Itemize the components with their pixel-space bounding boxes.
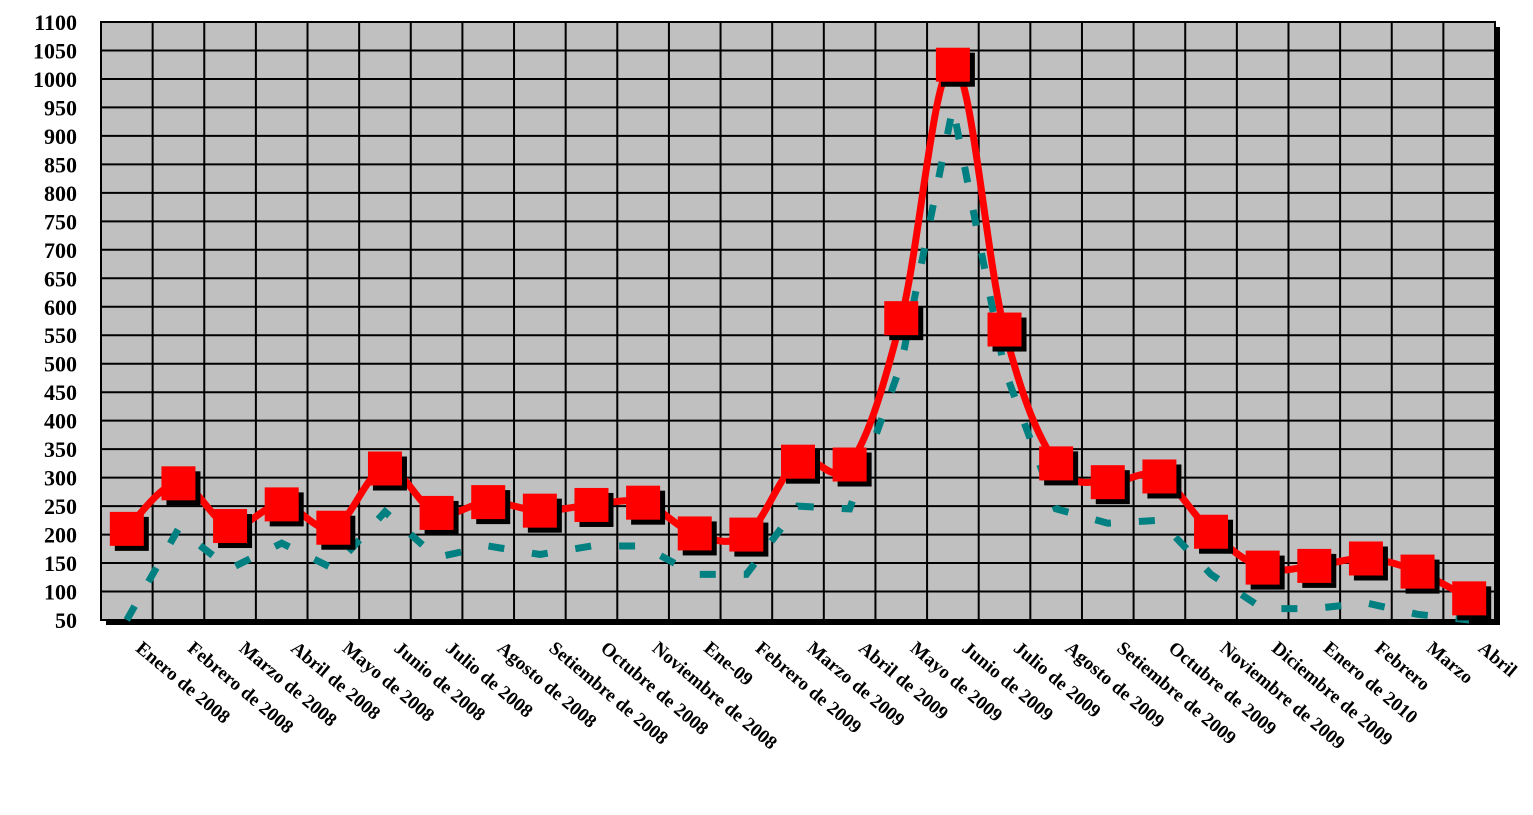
data-point bbox=[1452, 581, 1492, 621]
data-point-marker bbox=[471, 485, 506, 520]
y-tick-label: 400 bbox=[44, 409, 77, 434]
data-point bbox=[1194, 514, 1234, 554]
data-point-marker bbox=[1452, 581, 1487, 616]
data-point-marker bbox=[367, 451, 402, 486]
data-point bbox=[884, 301, 924, 341]
data-point bbox=[109, 511, 149, 551]
main-series-markers bbox=[109, 47, 1492, 621]
data-point bbox=[213, 509, 253, 549]
y-tick-label: 1050 bbox=[33, 38, 77, 63]
data-point-marker bbox=[1348, 541, 1383, 576]
data-point-marker bbox=[161, 466, 196, 501]
data-point bbox=[832, 447, 872, 487]
data-point-marker bbox=[264, 487, 299, 522]
y-tick-label: 500 bbox=[44, 352, 77, 377]
y-tick-label: 200 bbox=[44, 523, 77, 548]
y-tick-label: 100 bbox=[44, 580, 77, 605]
data-point bbox=[935, 47, 975, 87]
data-point bbox=[987, 312, 1027, 352]
data-point bbox=[574, 487, 614, 527]
data-point bbox=[1297, 548, 1337, 588]
y-tick-label: 900 bbox=[44, 124, 77, 149]
data-point-marker bbox=[1039, 446, 1074, 481]
data-point bbox=[1348, 541, 1388, 581]
data-point bbox=[522, 493, 562, 533]
y-tick-label: 950 bbox=[44, 95, 77, 120]
data-point-marker bbox=[1245, 550, 1280, 585]
data-point-marker bbox=[1400, 554, 1435, 589]
data-point-marker bbox=[574, 487, 609, 522]
data-point bbox=[471, 485, 511, 525]
y-tick-label: 800 bbox=[44, 181, 77, 206]
data-point bbox=[1245, 550, 1285, 590]
data-point bbox=[367, 451, 407, 491]
data-point-marker bbox=[884, 301, 919, 336]
data-point-marker bbox=[1142, 459, 1177, 494]
y-tick-label: 550 bbox=[44, 323, 77, 348]
data-point bbox=[316, 510, 356, 550]
y-tick-label: 600 bbox=[44, 295, 77, 320]
data-point-marker bbox=[935, 47, 970, 82]
data-point-marker bbox=[832, 447, 867, 482]
y-tick-label: 350 bbox=[44, 437, 77, 462]
data-point-marker bbox=[781, 444, 815, 479]
plot-area bbox=[100, 21, 1496, 621]
x-tick-label: Abril bbox=[1474, 638, 1521, 682]
data-point bbox=[729, 517, 769, 557]
data-point-marker bbox=[1194, 514, 1229, 549]
data-point bbox=[1142, 459, 1182, 499]
data-point-marker bbox=[419, 495, 454, 530]
data-point-marker bbox=[109, 511, 144, 546]
data-point bbox=[1400, 554, 1440, 594]
data-point bbox=[781, 444, 820, 484]
y-tick-label: 450 bbox=[44, 380, 77, 405]
y-tick-label: 700 bbox=[44, 238, 77, 263]
data-point-marker bbox=[213, 509, 248, 544]
data-point-marker bbox=[1297, 548, 1332, 583]
data-point bbox=[161, 466, 201, 506]
data-point bbox=[264, 487, 304, 527]
y-tick-label: 300 bbox=[44, 466, 77, 491]
y-tick-label: 1100 bbox=[34, 10, 77, 35]
data-point bbox=[1039, 446, 1079, 486]
data-point-marker bbox=[1090, 465, 1125, 500]
data-point bbox=[677, 516, 717, 556]
y-tick-label: 50 bbox=[55, 608, 77, 633]
data-point-marker bbox=[677, 516, 712, 551]
gridlines bbox=[100, 21, 1496, 621]
data-point bbox=[1090, 465, 1130, 505]
data-point-marker bbox=[316, 510, 351, 545]
data-point bbox=[626, 485, 666, 525]
y-tick-label: 250 bbox=[44, 494, 77, 519]
y-tick-label: 850 bbox=[44, 152, 77, 177]
y-axis-ticks: 50 100 150 200 250 300 350 400 450 500 550 600 650 70… bbox=[33, 10, 77, 633]
y-tick-label: 1000 bbox=[33, 67, 77, 92]
data-point bbox=[419, 495, 459, 535]
data-point-marker bbox=[522, 493, 557, 528]
y-tick-label: 650 bbox=[44, 266, 77, 291]
y-tick-label: 150 bbox=[44, 551, 77, 576]
y-tick-label: 750 bbox=[44, 209, 77, 234]
data-point-marker bbox=[626, 485, 661, 520]
data-point-marker bbox=[987, 312, 1022, 347]
data-point-marker bbox=[729, 517, 764, 552]
